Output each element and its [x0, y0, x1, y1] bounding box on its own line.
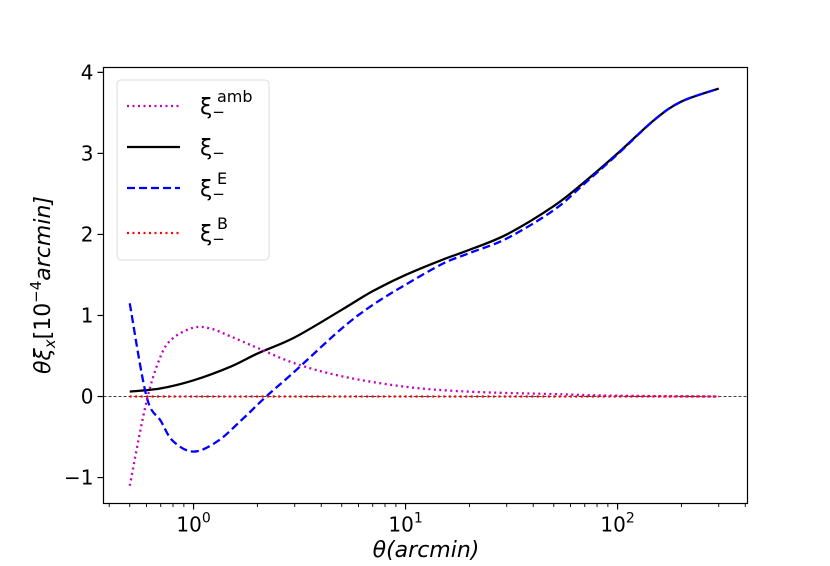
x-axis-label: θ(arcmin): [373, 538, 480, 563]
legend-superscript: amb: [217, 87, 253, 106]
legend-superscript: E: [217, 169, 227, 188]
legend-label-xi_minus_amb: ξ−: [200, 95, 225, 121]
y-tick-label: 0: [81, 385, 94, 409]
legend-label-xi_minus: ξ−: [200, 136, 225, 162]
legend-label-xi_minus_E: ξ−: [200, 177, 225, 203]
y-axis: −1 0 1 2 3 4: [64, 60, 104, 490]
y-axis-label: θξx[10−4arcmin]: [27, 196, 59, 374]
legend-superscript: B: [217, 214, 228, 233]
x-tick-label: 100: [176, 511, 210, 537]
axes-frame: [102, 66, 749, 505]
plot-area: [103, 87, 748, 486]
x-axis: 100 101 102: [108, 503, 746, 537]
y-tick-label: 2: [81, 222, 94, 246]
x-tick-label: 101: [388, 511, 422, 537]
x-tick-label: 102: [600, 511, 634, 537]
y-tick-label: 4: [81, 60, 94, 84]
y-tick-label: 1: [81, 303, 94, 327]
y-tick-label: −1: [64, 466, 93, 490]
series-line-xi_minus_E: [128, 87, 720, 453]
series-line-xi_minus_amb: [128, 325, 719, 486]
y-tick-label: 3: [81, 141, 94, 165]
legend-label-xi_minus_B: ξ−: [200, 222, 225, 248]
legend-box: [116, 79, 270, 261]
